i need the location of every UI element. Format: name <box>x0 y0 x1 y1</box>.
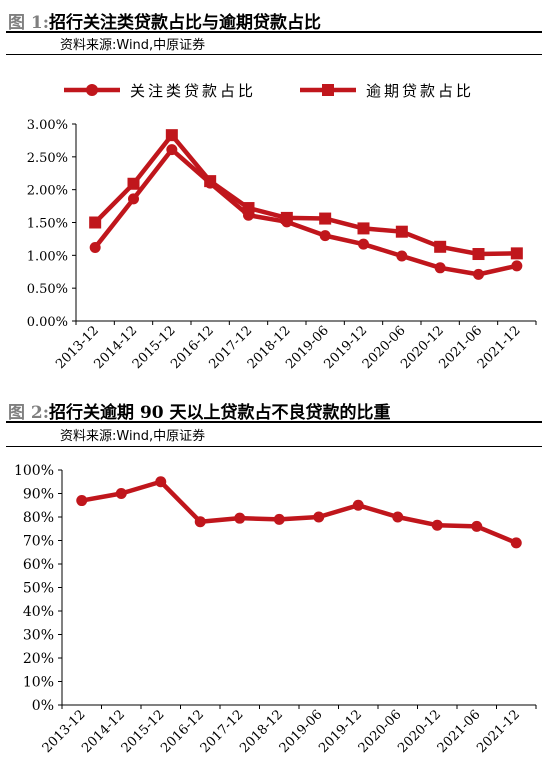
figure1-source-rule <box>6 54 542 55</box>
figure2-number: 图 2: <box>8 403 50 423</box>
figure2-y-tick-label: 70% <box>23 534 54 550</box>
figure1-axes: 0.00%0.50%1.00%1.50%2.00%2.50%3.00%2013-… <box>27 118 537 372</box>
figure1-series-2-point <box>127 177 140 190</box>
figure2-y-tick-label: 50% <box>23 581 54 597</box>
figure1-legend-label: 逾期贷款占比 <box>366 82 474 100</box>
figure2-source-rule <box>6 446 542 447</box>
figure1-y-tick-label: 1.00% <box>27 249 68 264</box>
figure2-series-1-point <box>313 511 325 523</box>
figure1-series-1 <box>89 144 523 280</box>
figure2-y-tick-label: 80% <box>23 510 54 526</box>
figure1-series-2-point <box>204 175 217 188</box>
figure1-series <box>89 129 523 280</box>
figure2-series-1-point <box>392 511 404 523</box>
figure2-series-1-line <box>81 479 518 545</box>
figure2-series-1-point <box>510 537 522 549</box>
figure1-series-1-point <box>166 144 178 156</box>
figure2-series-1 <box>76 476 522 549</box>
figure1-series-1-point <box>511 260 523 272</box>
figure1-series-2-point <box>280 211 293 224</box>
figure2-series-1-point <box>155 476 167 488</box>
figure1-title: 图 1:招行关注类贷款占比与逾期贷款占比 <box>8 8 321 33</box>
figure2-y-tick-label: 100% <box>14 463 54 479</box>
figure2-y-tick-label: 20% <box>23 651 54 667</box>
figure2-title-rule <box>6 421 542 423</box>
figure2-title: 图 2:招行关逾期 90 天以上贷款占不良贷款的比重 <box>8 398 391 423</box>
figure1-y-tick-label: 1.50% <box>27 217 68 232</box>
figure1-legend: 关注类贷款占比 逾期贷款占比 <box>64 82 474 100</box>
figure1-y-tick-label: 3.00% <box>27 118 68 133</box>
figure1-series-2-point <box>89 216 102 229</box>
figure1-x-tick-label: 2021-12 <box>475 323 524 372</box>
figure1-number: 图 1: <box>8 13 50 33</box>
figure2-series-1-point <box>431 519 443 531</box>
figure2-y-tick-label: 40% <box>23 604 54 620</box>
figure1-chart: 关注类贷款占比 逾期贷款占比 0.00% 0.50% 1.00% 1.50% 2.00% 2… <box>27 82 537 372</box>
figure1-series-2 <box>89 129 523 261</box>
figure1-series-2-point <box>434 240 447 253</box>
figure1-series-1-point <box>434 262 446 274</box>
figure1-series-1-line <box>93 147 518 277</box>
figure2-series-1-point <box>471 520 483 532</box>
figure1-series-2-point <box>319 212 332 225</box>
figure1-series-1-point <box>396 250 408 262</box>
figure1-series-1-point <box>89 241 101 253</box>
figure2-y-tick-label: 30% <box>23 628 54 644</box>
figure1-y-tick-label: 2.00% <box>27 184 68 199</box>
figure2-series-1-point <box>273 513 285 525</box>
figure1-series-2-point <box>357 222 370 235</box>
figure1-y-tick-label: 0.50% <box>27 282 68 297</box>
figure2-y-tick-label: 60% <box>23 557 54 573</box>
figure2-series-1-point <box>234 512 246 524</box>
figure1-legend-item-1: 关注类贷款占比 <box>64 82 256 100</box>
figure2-series-1-point <box>115 488 127 499</box>
figure2-series-1-point <box>76 495 88 507</box>
figure1-series-2-point <box>165 129 178 142</box>
figure1-title-rule <box>6 31 542 33</box>
figure1-title-text: 招行关注类贷款占比与逾期贷款占比 <box>49 13 322 33</box>
figure2-y-tick-label: 0% <box>32 698 54 714</box>
figure1-series-1-point <box>128 193 139 205</box>
figure1-legend-marker <box>86 84 98 96</box>
figure1-series-2-point <box>510 247 523 260</box>
figure2-series <box>76 476 522 549</box>
figure1-legend-marker <box>322 84 334 96</box>
figure2-title-text: 招行关逾期 90 天以上贷款占不良贷款的比重 <box>49 403 391 423</box>
figure1-legend-label: 关注类贷款占比 <box>130 82 256 100</box>
figure2-x-tick-label: 2021-12 <box>474 707 523 756</box>
figure1-legend-item-2: 逾期贷款占比 <box>300 82 474 100</box>
figure1-series-2-point <box>242 202 255 215</box>
figure2-y-tick-label: 90% <box>23 487 54 503</box>
figure1-y-tick-label: 0.00% <box>27 315 68 330</box>
figure2-chart: 0%10%20%30%40%50%60%70%80%90%100%2013-12… <box>14 463 537 756</box>
figure2-series-1-point <box>194 516 206 528</box>
figure1-y-tick-label: 2.50% <box>27 151 68 166</box>
figure1-series-2-point <box>472 248 485 261</box>
figure1-series-2-point <box>395 225 408 238</box>
figure1-source: 资料来源:Wind,中原证券 <box>60 38 206 53</box>
figure2-source: 资料来源:Wind,中原证券 <box>60 429 206 444</box>
figure1-series-2-line <box>93 132 517 257</box>
figure1-series-1-point <box>319 230 331 242</box>
figure2-series-1-point <box>352 499 364 511</box>
figure1-series-1-point <box>473 268 484 280</box>
figure2-y-tick-label: 10% <box>23 675 54 691</box>
figure2-axes: 0%10%20%30%40%50%60%70%80%90%100%2013-12… <box>14 463 537 756</box>
figure1-series-1-point <box>358 238 369 250</box>
